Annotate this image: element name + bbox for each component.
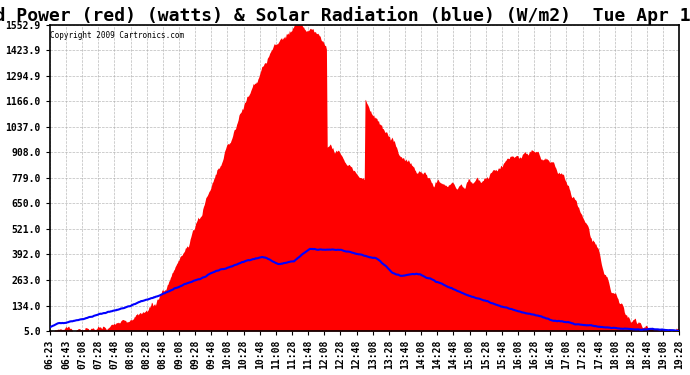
Title: Grid Power (red) (watts) & Solar Radiation (blue) (W/m2)  Tue Apr 14 19:34: Grid Power (red) (watts) & Solar Radiati…: [0, 6, 690, 24]
Text: Copyright 2009 Cartronics.com: Copyright 2009 Cartronics.com: [50, 31, 185, 40]
